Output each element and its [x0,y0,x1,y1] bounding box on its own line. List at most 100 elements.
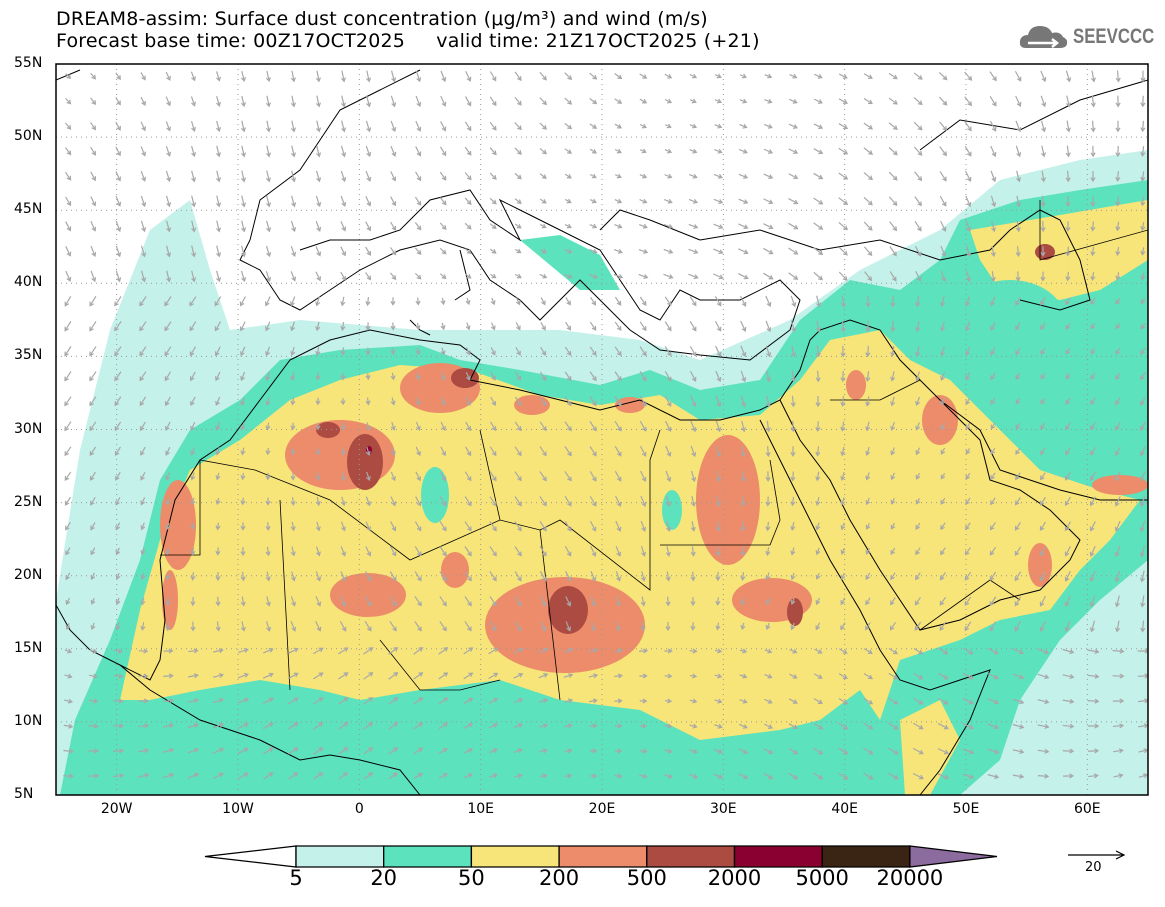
wind-arrow [989,120,997,132]
wind-arrow [338,697,349,705]
wind-arrow [140,597,146,606]
wind-arrow [539,446,547,457]
wind-arrow [165,597,171,606]
wind-arrow [915,321,921,333]
wind-arrow [388,672,399,680]
lat-label: 15N [14,639,43,656]
wind-arrow [390,347,396,356]
wind-arrow [89,446,97,457]
wind-arrow [415,70,422,83]
wind-arrow [589,223,598,229]
wind-arrow [215,497,221,506]
wind-arrow [939,572,946,581]
wind-arrow [614,198,623,204]
wind-reference-label: 20 [1085,860,1102,875]
wind-arrow [840,370,846,383]
wind-arrow [439,521,447,532]
wind-arrow [715,622,721,631]
wind-arrow [863,672,874,680]
wind-arrow [1040,347,1046,355]
wind-arrow [440,70,447,83]
wind-arrow [838,747,849,755]
wind-arrow [763,173,774,179]
wind-arrow [464,496,472,507]
wind-arrow [313,697,324,705]
wind-arrow [90,270,97,283]
wind-arrow [1114,471,1121,482]
wind-arrow [237,672,249,679]
wind-arrow [291,170,297,183]
wind-arrow [763,723,773,729]
wind-arrow [215,547,221,556]
wind-arrow [190,621,196,632]
wind-arrow [164,296,172,307]
wind-arrow [564,72,573,81]
wind-arrow [814,648,823,654]
wind-arrow [115,97,121,106]
wind-arrow [1113,773,1124,779]
wind-arrow [64,295,72,307]
wind-arrow [840,320,846,333]
wind-arrow [88,698,99,704]
wind-arrow [640,470,647,482]
wind-arrow [1066,95,1072,108]
wind-arrow [1112,648,1125,654]
colorbar-segment [646,845,736,868]
wind-arrow [915,295,921,308]
wind-arrow [1065,221,1071,232]
wind-arrow [265,145,272,158]
wind-arrow [789,648,798,654]
wind-arrow [1015,120,1022,133]
wind-arrow [115,547,121,556]
wind-arrow [390,120,397,133]
wind-arrow [1138,773,1148,779]
wind-arrow [240,497,246,506]
wind-arrow [689,723,698,729]
wind-arrow [237,772,249,780]
wind-arrow [614,346,622,357]
wind-arrow [663,248,674,254]
wind-arrow [1140,120,1146,133]
wind-arrow [713,248,724,255]
wind-arrow [563,648,574,654]
wind-arrow [1089,620,1096,633]
wind-arrow [265,346,271,357]
wind-arrow [714,123,723,129]
wind-arrow [513,672,524,679]
wind-arrow [939,171,947,182]
wind-arrow [665,546,671,557]
wind-arrow [464,172,472,181]
wind-arrow [766,370,772,383]
wind-arrow [338,722,349,730]
wind-arrow [464,571,472,582]
wind-arrow [638,248,649,254]
wind-arrow [439,273,447,280]
wind-arrow [888,722,899,730]
wind-arrow [216,170,222,183]
wind-arrow [690,622,696,631]
wind-arrow [140,170,147,182]
wind-arrow [240,596,246,607]
wind-arrow [564,122,573,130]
wind-arrow [1090,70,1096,83]
wind-arrow [214,346,221,357]
wind-arrow [765,345,772,358]
wind-arrow [65,572,71,581]
wind-arrow [863,648,873,654]
wind-arrow [540,346,546,356]
wind-arrow [64,673,73,679]
wind-arrow [539,521,547,532]
wind-arrow [1065,348,1071,355]
colorbar-segment [383,845,473,868]
wind-arrow [464,621,472,632]
wind-arrow [713,273,724,280]
wind-arrow [765,622,771,631]
wind-arrow [489,172,497,180]
wind-arrow [138,698,149,704]
wind-arrow [639,73,648,79]
wind-arrow [63,723,74,729]
wind-arrow [990,447,996,455]
wind-arrow [815,547,821,556]
wind-arrow [539,471,547,482]
wind-arrow [1065,447,1071,456]
